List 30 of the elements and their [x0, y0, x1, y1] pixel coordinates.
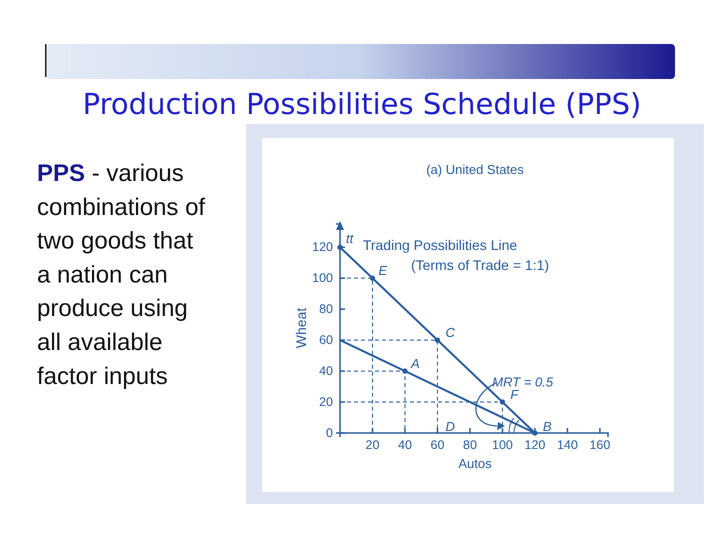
x-axis-title: Autos — [458, 456, 492, 471]
x-tick-label: 60 — [430, 438, 444, 452]
chart-subtitle: (a) United States — [426, 162, 524, 177]
y-tick-label: 100 — [312, 271, 334, 286]
y-tick-label: 40 — [319, 364, 334, 378]
x-tick-label: 100 — [492, 438, 513, 452]
y-tick-label: 0 — [326, 426, 334, 440]
annotation: F — [510, 387, 520, 402]
text: PPS - various combinations of two goods that a nation can produce using all available factor inputs — [37, 160, 206, 390]
x-tick-label: 120 — [524, 438, 546, 452]
y-tick-label: 120 — [312, 240, 334, 254]
annotation: Trading Possibilities Line — [362, 237, 518, 253]
annotation: B — [542, 419, 552, 434]
x-tick-label: 160 — [589, 438, 610, 452]
y-tick-label: 80 — [319, 302, 334, 316]
annotation: C — [445, 325, 456, 340]
annotation: MRT = 0.5 — [492, 374, 554, 390]
chart-title: Production Possibilities Schedule (PPS) — [82, 87, 642, 121]
x-tick-label: 80 — [462, 438, 477, 452]
x-tick-label: 20 — [366, 438, 380, 452]
y-axis-title: Wheat — [293, 308, 309, 348]
x-tick-label: 40 — [398, 438, 412, 452]
annotation: D — [445, 419, 455, 434]
annotation: E — [378, 263, 388, 278]
annotation: tt — [346, 231, 355, 246]
y-tick-label: 60 — [319, 333, 334, 348]
y-tick-label: 20 — [319, 395, 334, 410]
annotation: (Terms of Trade = 1:1) — [410, 257, 550, 273]
x-tick-label: 140 — [556, 438, 578, 452]
annotation: A — [410, 356, 420, 372]
